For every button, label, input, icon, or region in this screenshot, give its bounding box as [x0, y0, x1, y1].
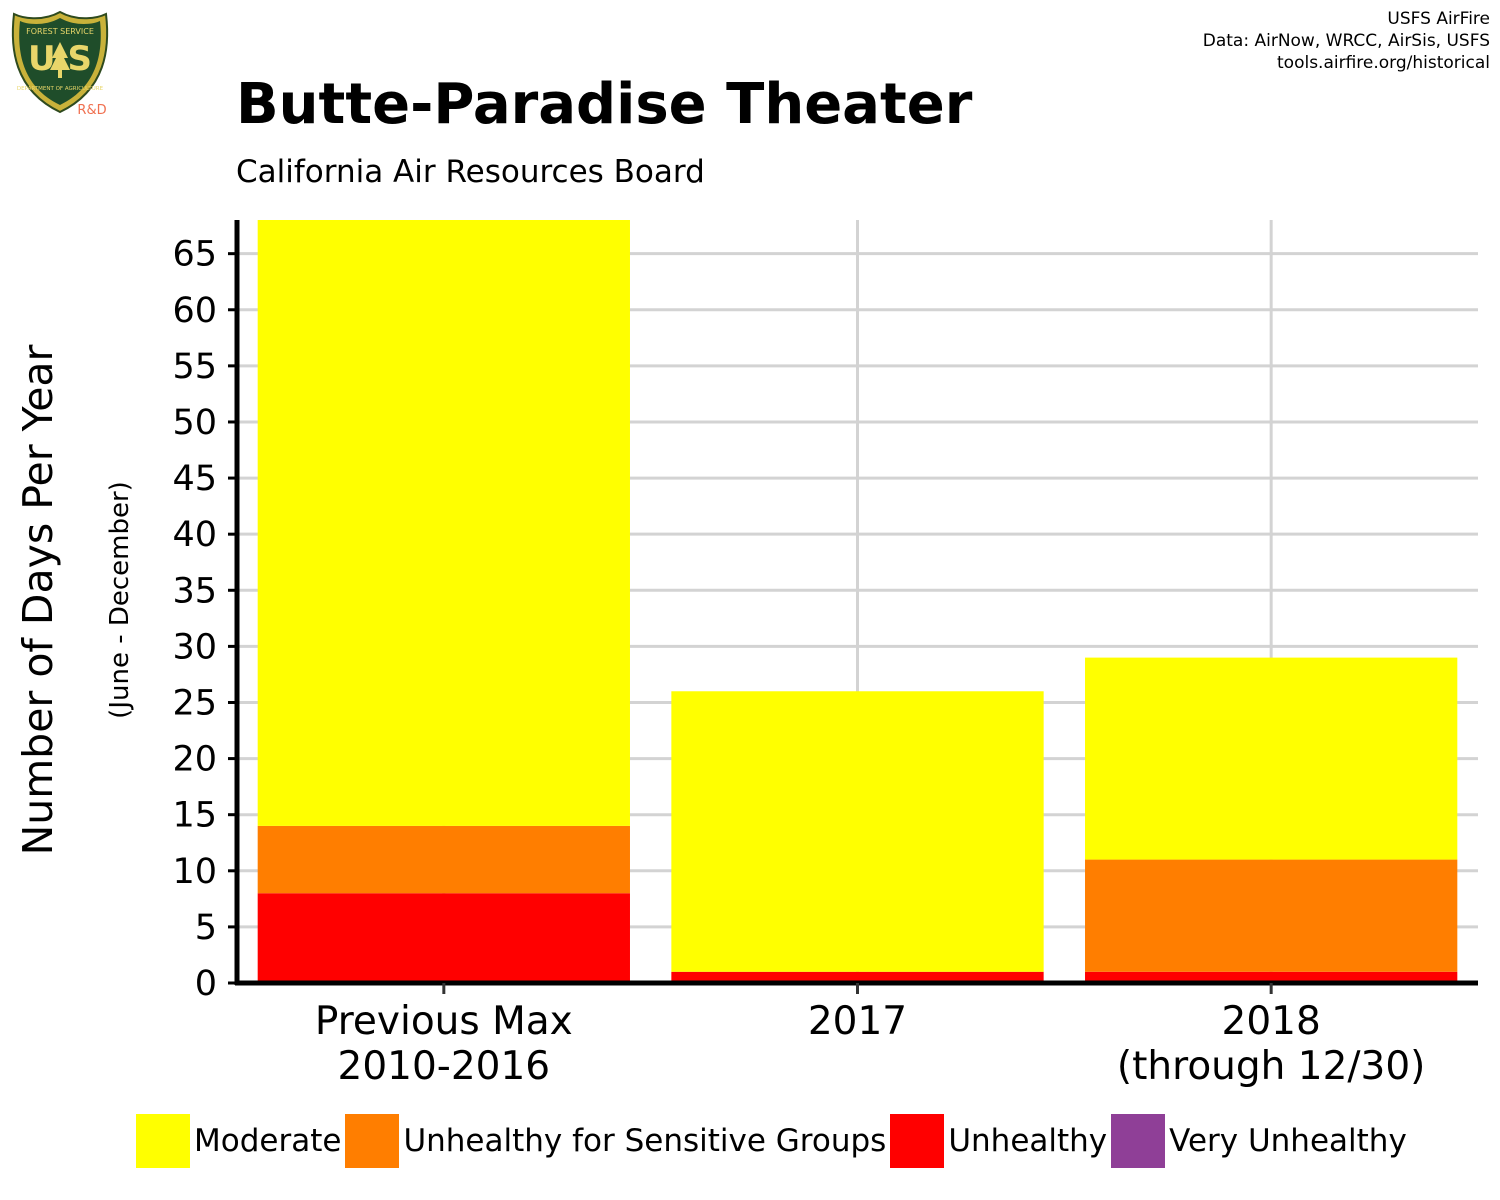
- x-tick-label: 2018: [1222, 999, 1321, 1044]
- y-tick-label: 5: [195, 908, 217, 948]
- svg-text:DEPARTMENT OF AGRICULTURE: DEPARTMENT OF AGRICULTURE: [17, 86, 104, 92]
- y-tick-label: 35: [172, 571, 217, 611]
- forest-service-shield-logo: FOREST SERVICE U S DEPARTMENT OF AGRICUL…: [11, 10, 109, 118]
- legend-item: Unhealthy for Sensitive Groups: [345, 1114, 886, 1168]
- bar-segment-moderate: [257, 220, 630, 826]
- y-tick-label: 30: [172, 627, 217, 667]
- y-tick-label: 60: [172, 291, 217, 331]
- legend-item: Unhealthy: [890, 1114, 1107, 1168]
- x-tick-label: (through 12/30): [1117, 1044, 1425, 1089]
- y-tick-label: 45: [172, 459, 217, 499]
- svg-text:FOREST SERVICE: FOREST SERVICE: [26, 27, 94, 36]
- legend-label: Very Unhealthy: [1169, 1123, 1407, 1159]
- bar-segment-moderate: [671, 691, 1044, 972]
- legend-swatch: [345, 1114, 400, 1168]
- y-tick-label: 10: [172, 852, 217, 892]
- svg-text:R&D: R&D: [77, 103, 106, 118]
- chart-subtitle: California Air Resources Board: [236, 154, 705, 190]
- bar-segment-unhealthy-for-sensitive-groups: [257, 825, 630, 894]
- x-tick-label: 2017: [808, 999, 907, 1044]
- bar-segment-moderate: [1085, 657, 1458, 860]
- legend-item: Moderate: [136, 1114, 341, 1168]
- legend-label: Unhealthy for Sensitive Groups: [403, 1123, 887, 1159]
- credit-line: USFS AirFire: [1387, 9, 1490, 29]
- credit-line: Data: AirNow, WRCC, AirSis, USFS: [1202, 31, 1490, 51]
- y-tick-label: 55: [172, 347, 217, 387]
- legend-swatch: [1111, 1114, 1166, 1168]
- legend-label: Moderate: [194, 1123, 342, 1159]
- y-tick-label: 15: [172, 796, 217, 836]
- y-tick-label: 25: [172, 683, 217, 723]
- legend-swatch: [136, 1114, 190, 1168]
- y-tick-label: 50: [172, 403, 217, 443]
- y-tick-label: 20: [172, 740, 217, 780]
- x-tick-label: 2010-2016: [338, 1044, 551, 1089]
- bar-segment-unhealthy: [1085, 971, 1458, 983]
- bar-segment-unhealthy: [257, 893, 630, 983]
- y-tick-label: 40: [172, 515, 217, 555]
- x-tick-label: Previous Max: [315, 999, 573, 1044]
- credits-block: USFS AirFire Data: AirNow, WRCC, AirSis,…: [1203, 8, 1490, 74]
- y-tick-label: 65: [172, 235, 217, 275]
- legend-label: Unhealthy: [948, 1123, 1108, 1159]
- y-tick-label: 0: [195, 964, 217, 1004]
- legend-item: Very Unhealthy: [1111, 1114, 1407, 1168]
- legend-swatch: [890, 1114, 945, 1168]
- bar-segment-unhealthy: [671, 971, 1044, 983]
- legend: Moderate Unhealthy for Sensitive Groups Un…: [136, 1113, 1411, 1169]
- bar-segment-unhealthy-for-sensitive-groups: [1085, 859, 1458, 972]
- credit-line: tools.airfire.org/historical: [1277, 53, 1490, 73]
- chart-title: Butte-Paradise Theater: [236, 72, 973, 137]
